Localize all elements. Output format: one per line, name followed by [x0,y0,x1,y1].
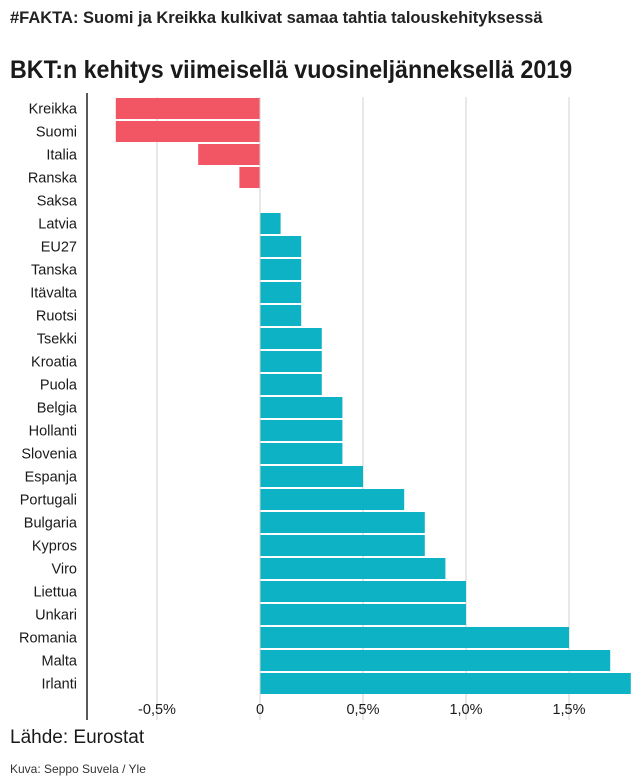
bar-portugali [260,489,405,510]
source-label: Lähde: Eurostat [10,727,145,748]
bar-itävalta [260,282,302,303]
category-label: Latvia [38,217,78,233]
x-tick-label: 1,5% [552,702,585,718]
category-label: Puola [40,378,78,394]
bar-latvia [260,213,281,234]
bar-eu27 [260,236,302,257]
chart-title: BKT:n kehitys viimeisellä vuosineljännek… [10,56,573,84]
category-label: Slovenia [21,447,78,463]
category-label: Viro [51,562,77,578]
category-label: Ranska [28,171,78,187]
bar-kypros [260,535,425,556]
category-label: Irlanti [42,677,77,693]
bar-bulgaria [260,512,425,533]
photo-credit: Kuva: Seppo Suvela / Yle [10,762,146,776]
category-label: Tsekki [37,332,77,348]
bar-irlanti [260,673,631,694]
x-tick-label: 0,5% [346,702,379,718]
bar-italia [198,144,260,165]
bar-suomi [115,121,260,142]
bar-romania [260,627,569,648]
bar-ranska [239,167,260,188]
bar-malta [260,650,611,671]
category-label: Suomi [36,125,77,141]
category-label: Tanska [31,263,78,279]
category-label: Italia [46,148,78,164]
bar-puola [260,374,322,395]
bar-slovenia [260,443,343,464]
category-label: Belgia [37,401,78,417]
bar-tsekki [260,328,322,349]
category-label: Kypros [32,539,77,555]
bar-belgia [260,397,343,418]
bar-tanska [260,259,302,280]
headline: #FAKTA: Suomi ja Kreikka kulkivat samaa … [10,9,543,27]
category-label: Romania [19,631,78,647]
bar-hollanti [260,420,343,441]
category-label: Liettua [33,585,77,601]
category-label: Kreikka [29,102,78,118]
category-label: Ruotsi [36,309,77,325]
x-tick-label: 1,0% [449,702,482,718]
bar-unkari [260,604,466,625]
x-tick-label: -0,5% [138,702,176,718]
category-label: Hollanti [29,424,77,440]
category-label: EU27 [41,240,77,256]
category-label: Unkari [35,608,77,624]
category-label: Itävalta [30,286,78,302]
bar-kreikka [115,98,260,119]
category-label: Portugali [20,493,77,509]
bar-kroatia [260,351,322,372]
category-label: Saksa [37,194,78,210]
category-label: Espanja [25,470,78,486]
bar-espanja [260,466,363,487]
bar-ruotsi [260,305,302,326]
category-label: Malta [42,654,78,670]
category-label: Bulgaria [24,516,78,532]
x-tick-label: 0 [256,702,264,718]
bar-viro [260,558,446,579]
bar-liettua [260,581,466,602]
category-label: Kroatia [31,355,78,371]
